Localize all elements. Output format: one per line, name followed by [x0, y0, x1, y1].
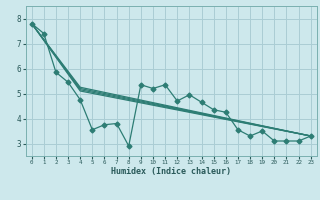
X-axis label: Humidex (Indice chaleur): Humidex (Indice chaleur): [111, 167, 231, 176]
